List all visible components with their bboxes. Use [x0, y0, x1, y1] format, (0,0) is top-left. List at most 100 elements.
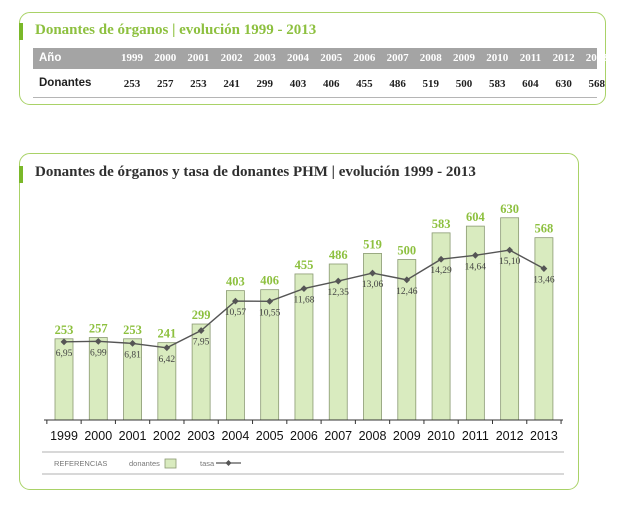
donors-table-panel: Donantes de órganos | evolución 1999 - 2… — [19, 12, 608, 105]
rate-value-label: 10,57 — [225, 308, 247, 318]
table-cell-value: 604 — [522, 78, 539, 90]
title-accent-bar — [19, 23, 23, 40]
legend-line-label: tasa — [200, 459, 215, 468]
x-tick-label: 2012 — [496, 429, 524, 443]
table-header-year: 2007 — [386, 52, 409, 64]
table-header-year: 2004 — [287, 52, 309, 64]
bar-value-label: 486 — [329, 248, 348, 262]
rate-point — [369, 269, 376, 277]
table-header-year: 2010 — [486, 52, 509, 64]
x-tick-label: 2002 — [153, 429, 181, 443]
donors-chart: 1999 2000 2001 2002 2003 2004 2005 2006 2007 2008… — [42, 202, 564, 475]
bar-value-label: 257 — [89, 322, 108, 336]
bar-value-label: 583 — [432, 217, 451, 231]
x-tick-label: 1999 — [50, 429, 78, 443]
table-header-year: 2013 — [585, 52, 608, 64]
table-header-year: 2005 — [320, 52, 343, 64]
bar-value-label: 403 — [226, 275, 245, 289]
legend: REFERENCIAS donantes tasa — [42, 451, 564, 475]
table-header-year: 2003 — [253, 52, 276, 64]
chart-panel-title: Donantes de órganos y tasa de donantes P… — [35, 164, 476, 180]
rate-value-label: 14,64 — [465, 262, 487, 272]
rate-value-label: 12,35 — [328, 288, 350, 298]
rate-value-label: 7,95 — [193, 338, 210, 348]
bar-value-label: 455 — [295, 258, 314, 272]
x-tick-label: 2000 — [84, 429, 112, 443]
bar-series — [54, 217, 554, 421]
rate-value-label: 14,29 — [430, 266, 452, 276]
table-cell-value: 406 — [322, 78, 340, 90]
rate-point — [129, 339, 136, 347]
x-tick-label: 2001 — [119, 429, 147, 443]
rate-value-label: 10,55 — [259, 308, 281, 318]
table-header-year: 2011 — [519, 52, 542, 64]
donors-table: Año 1999 2000 2001 2002 2003 2004 2005 2006 2007… — [33, 48, 608, 98]
rate-point — [266, 297, 274, 305]
table-cell-value: 455 — [356, 78, 373, 90]
title-accent-bar — [19, 166, 23, 183]
table-header-year: 2009 — [453, 52, 475, 64]
rate-point — [471, 251, 479, 259]
table-panel-title: Donantes de órganos | evolución 1999 - 2… — [35, 22, 317, 38]
x-tick-label: 2011 — [462, 429, 489, 443]
donors-chart-panel: Donantes de órganos y tasa de donantes P… — [19, 153, 579, 490]
table-cell-value: 299 — [256, 78, 274, 90]
rate-point — [232, 297, 239, 305]
table-header-year: 2008 — [419, 52, 442, 64]
rate-point — [540, 265, 548, 272]
table-cell-value: 519 — [422, 78, 440, 90]
x-tick-label: 2009 — [393, 429, 421, 443]
rate-value-label: 6,99 — [90, 348, 107, 358]
legend-line-marker — [225, 460, 232, 466]
table-header-year: 1999 — [121, 52, 143, 64]
bar-value-label: 604 — [466, 210, 486, 224]
bar-value-label: 519 — [363, 237, 382, 251]
rate-point — [403, 276, 411, 284]
rate-value-label: 12,46 — [396, 287, 418, 297]
table-cell-value: 630 — [555, 78, 572, 90]
rate-point — [94, 337, 102, 345]
x-tick-label: 2008 — [359, 429, 387, 443]
rate-point — [300, 285, 308, 292]
table-cell-value: 253 — [123, 78, 141, 90]
table-cell-value: 583 — [488, 78, 506, 90]
bar-value-label: 299 — [192, 308, 211, 322]
table-cell-value: 257 — [156, 78, 174, 90]
table-cell-value: 568 — [588, 78, 606, 90]
table-cell-value: 253 — [190, 78, 207, 90]
bar-value-label: 500 — [397, 244, 416, 258]
rate-point — [506, 246, 514, 254]
table-cell-value: 403 — [289, 78, 307, 90]
table-cell-value: 500 — [455, 78, 473, 90]
table-header-year: 2000 — [154, 52, 177, 64]
legend-bar-swatch — [164, 458, 177, 469]
rate-point — [163, 344, 171, 352]
rate-value-label: 11,68 — [293, 296, 314, 306]
year-header-label: Año — [39, 52, 62, 64]
rate-value-label: 6,42 — [159, 355, 176, 365]
bar-value-label: 253 — [55, 323, 74, 337]
bar-value-label: 241 — [157, 327, 176, 341]
bar-value-label: 568 — [535, 222, 554, 236]
table-row: Donantes 253 257 253 241 299 403 406 455 486 519 5… — [33, 71, 605, 98]
rate-point — [437, 255, 445, 263]
bar — [363, 253, 382, 421]
table-header-year: 2002 — [220, 52, 243, 64]
rate-value-label: 13,06 — [362, 280, 384, 290]
table-cell-value: 241 — [223, 78, 240, 90]
rate-value-label: 6,95 — [56, 349, 73, 359]
donors-row-label: Donantes — [39, 77, 92, 89]
rate-value-label: 6,81 — [124, 350, 141, 360]
bar-value-label: 406 — [260, 274, 279, 288]
table-header-row: Año 1999 2000 2001 2002 2003 2004 2005 2006 2007… — [33, 48, 608, 69]
rate-value-label: 13,46 — [533, 276, 555, 286]
x-tick-label: 2010 — [427, 429, 455, 443]
x-tick-label: 2007 — [324, 429, 352, 443]
legend-bars-label: donantes — [129, 459, 160, 468]
data-labels: 253 257 253 241 299 403 406 455 486 519 500 583 604 6… — [55, 202, 555, 365]
table-header-year: 2012 — [552, 52, 575, 64]
table-header-year: 2001 — [187, 52, 210, 64]
bar — [397, 259, 417, 421]
x-tick-label: 2006 — [290, 429, 318, 443]
legend-heading: REFERENCIAS — [54, 459, 107, 468]
